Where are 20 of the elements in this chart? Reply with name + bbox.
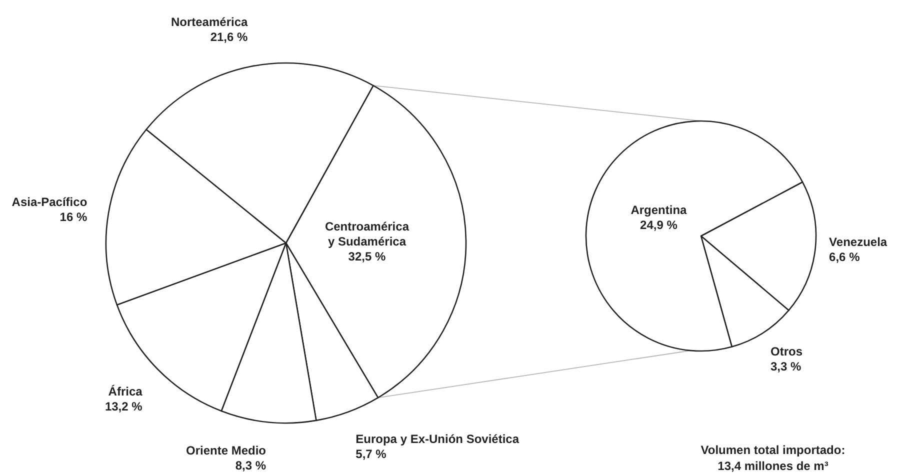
slice-label: Venezuela [829,234,888,249]
text: Volumen total importado: [700,443,846,457]
data-label: 3,3 % [770,359,802,374]
slice-label: Oriente Medio [186,444,266,458]
data-label: 6,6 % [829,250,860,264]
slice-label: Asia-Pacífico [12,194,88,209]
data-label: 32,5 % [348,249,386,264]
slice-label: África [108,384,143,398]
slice-label: Europa y Ex-Unión Soviética [356,432,520,446]
slice-label: Argentina [630,202,688,217]
slice-label: Norteamérica [170,15,248,30]
data-label: 21,6 % [210,30,248,44]
data-label: 5,7 % [356,447,387,462]
data-label: 16 % [60,210,88,224]
text: 13,4 millones de m³ [718,459,828,473]
slice-label: Centroamérica y Sudamérica [324,219,410,248]
slice-label: Otros [770,344,803,358]
data-label: 24,9 % [640,218,678,232]
data-label: 8,3 % [235,458,266,473]
data-label: 13,2 % [104,399,143,414]
